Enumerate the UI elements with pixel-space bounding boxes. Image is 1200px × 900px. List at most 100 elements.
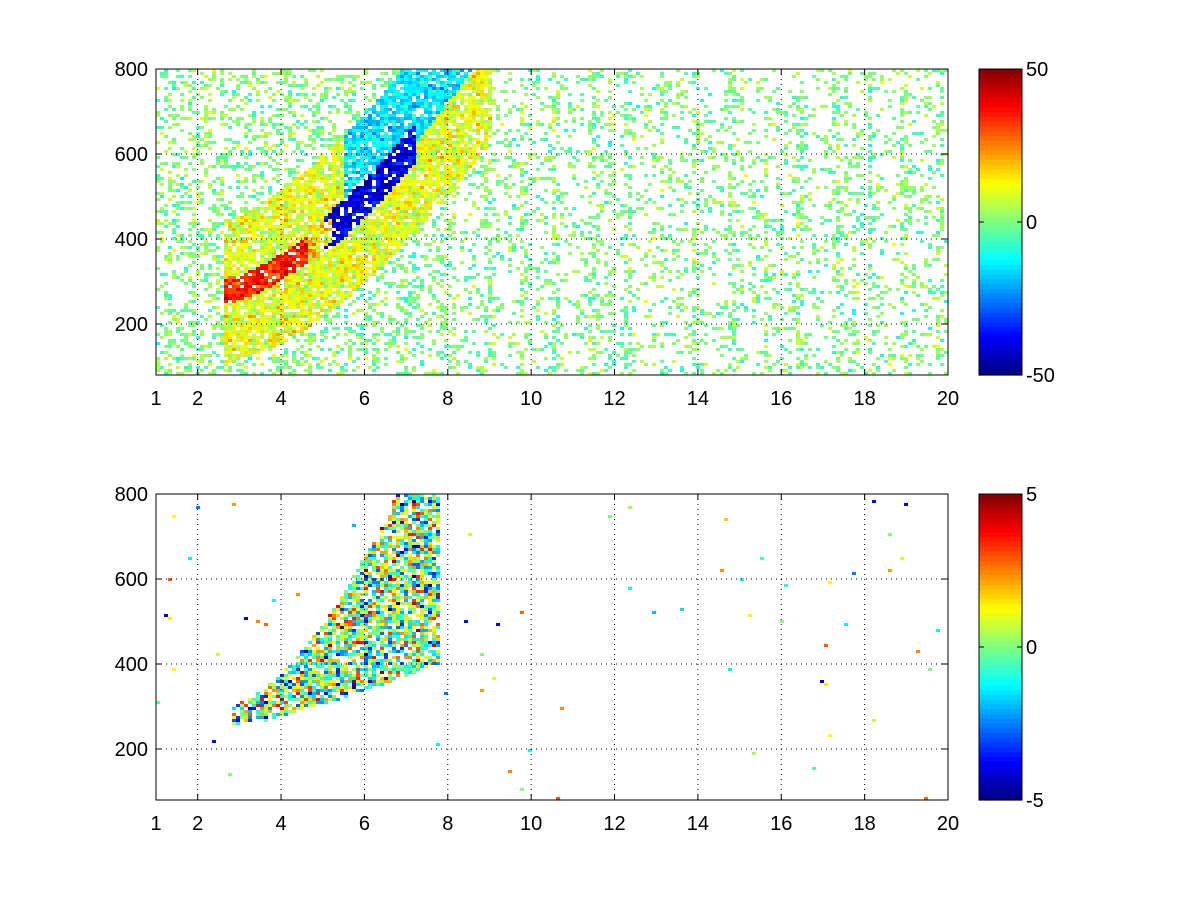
heatmap-cell [224,264,228,267]
heatmap-cell [336,306,340,309]
heatmap-cell [232,294,236,297]
heatmap-cell [564,78,568,81]
heatmap-cell [284,201,288,204]
heatmap-cell [404,138,408,141]
heatmap-cell [292,321,296,324]
heatmap-cell [288,219,292,222]
heatmap-cell [556,339,560,342]
heatmap-cell [312,312,316,315]
heatmap-cell [588,123,592,126]
heatmap-cell [224,243,228,246]
heatmap-cell [468,126,472,129]
heatmap-cell [236,144,240,147]
heatmap-cell [244,177,248,180]
heatmap-cell [368,315,372,318]
heatmap-cell [288,207,292,210]
heatmap-cell [400,264,404,267]
heatmap-cell [436,138,440,141]
heatmap-cell [488,351,492,354]
heatmap-cell [544,357,548,360]
heatmap-cell [432,78,436,81]
heatmap-cell [400,108,404,111]
heatmap-cell [364,228,368,231]
heatmap-cell [304,78,308,81]
heatmap-cell [316,195,320,198]
heatmap-cell [268,258,272,261]
heatmap-cell [556,297,560,300]
heatmap-cell [376,162,380,165]
heatmap-cell [548,279,552,282]
heatmap-cell [240,339,244,342]
heatmap-cell [324,207,328,210]
heatmap-cell [256,294,260,297]
heatmap-cell [244,294,248,297]
heatmap-cell [336,204,340,207]
heatmap-cell [524,105,528,108]
heatmap-cell [248,141,252,144]
heatmap-cell [280,324,284,327]
heatmap-cell [516,366,520,369]
heatmap-cell [340,183,344,186]
heatmap-cell [268,315,272,318]
heatmap-cell [276,291,280,294]
heatmap-cell [160,231,164,234]
heatmap-cell [284,261,288,264]
heatmap-cell [532,267,536,270]
heatmap-cell [188,345,192,348]
heatmap-cell [384,108,388,111]
heatmap-cell [292,132,296,135]
heatmap-cell [384,219,388,222]
heatmap-cell [208,234,212,237]
heatmap-cell [380,129,384,132]
heatmap-cell [336,108,340,111]
heatmap-cell [552,324,556,327]
heatmap-cell [228,252,232,255]
heatmap-cell [236,228,240,231]
heatmap-cell [232,255,236,258]
heatmap-cell [308,261,312,264]
heatmap-cell [520,102,524,105]
heatmap-cell [300,294,304,297]
heatmap-cell [364,129,368,132]
heatmap-cell [244,291,248,294]
heatmap-cell [420,150,424,153]
heatmap-cell [336,159,340,162]
heatmap-cell [384,210,388,213]
heatmap-cell [432,168,436,171]
heatmap-cell [552,192,556,195]
heatmap-cell [480,366,484,369]
heatmap-cell [440,357,444,360]
heatmap-cell [400,162,404,165]
heatmap-cell [444,312,448,315]
heatmap-cell [188,357,192,360]
heatmap-cell [452,114,456,117]
heatmap-cell [292,288,296,291]
heatmap-cell [328,321,332,324]
heatmap-cell [276,192,280,195]
heatmap-cell [256,216,260,219]
heatmap-cell [296,288,300,291]
heatmap-cell [272,312,276,315]
heatmap-cell [388,234,392,237]
heatmap-cell [364,111,368,114]
heatmap-cell [348,216,352,219]
heatmap-cell [260,243,264,246]
heatmap-cell [356,225,360,228]
heatmap-cell [316,111,320,114]
heatmap-cell [316,288,320,291]
heatmap-cell [580,78,584,81]
heatmap-cell [388,204,392,207]
heatmap-cell [580,108,584,111]
heatmap-cell [280,123,284,126]
heatmap-cell [312,258,316,261]
heatmap-cell [396,303,400,306]
heatmap-cell [404,126,408,129]
heatmap-cell [424,189,428,192]
heatmap-cell [556,111,560,114]
heatmap-cell [224,342,228,345]
heatmap-cell [404,267,408,270]
heatmap-cell [592,87,596,90]
heatmap-cell [176,234,180,237]
heatmap-cell [236,294,240,297]
heatmap-cell [192,357,196,360]
